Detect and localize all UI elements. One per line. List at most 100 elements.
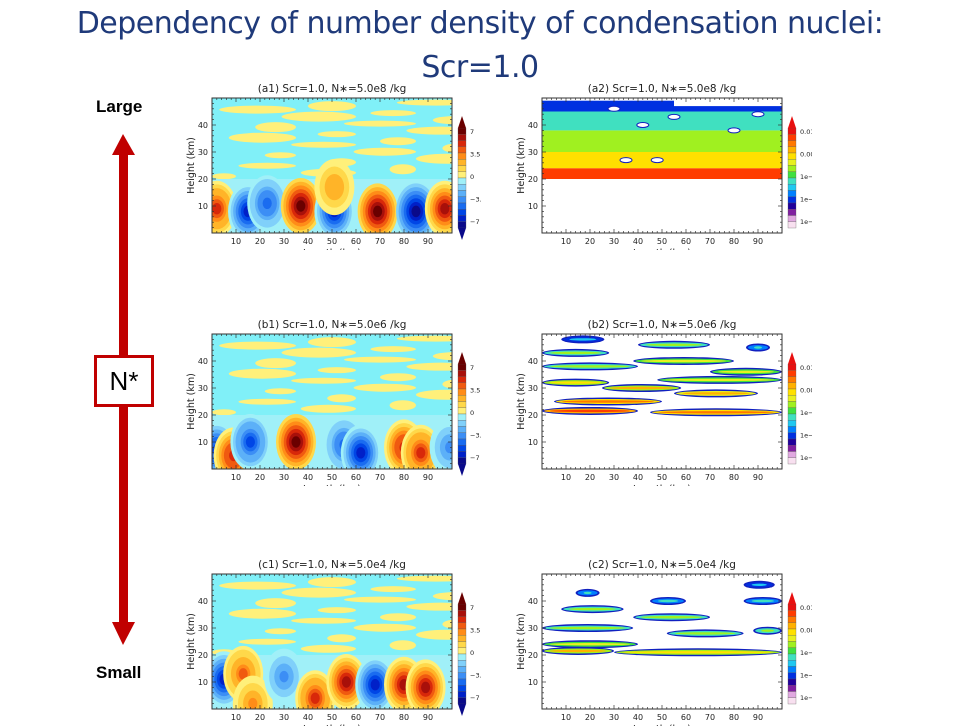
void-patch — [751, 111, 765, 118]
x-axis-label: Length (km) — [633, 248, 691, 250]
x-tick-label: 10 — [561, 713, 571, 722]
cell-contour — [212, 202, 222, 215]
colorbar-segment — [787, 382, 797, 390]
noise-streak — [327, 394, 356, 403]
x-tick-label: 80 — [399, 237, 409, 246]
colorbar-segment — [787, 616, 797, 623]
streak-core — [754, 346, 762, 349]
slide-title-line1: Dependency of number density of condensa… — [76, 6, 884, 41]
x-tick-label: 50 — [327, 473, 337, 482]
void-patch — [650, 157, 664, 164]
colorbar-segment — [787, 159, 797, 166]
plot-area — [542, 334, 782, 469]
colorbar-segment — [787, 171, 797, 179]
colorbar-segment — [457, 691, 467, 698]
plot-area — [212, 574, 452, 709]
colorbar-segment — [457, 616, 467, 623]
y-tick-label: 20 — [528, 411, 538, 420]
x-tick-label: 80 — [399, 713, 409, 722]
axis-label-small: Small — [96, 663, 142, 682]
colorbar-arrow-top — [788, 592, 796, 604]
colorbar-segment — [457, 209, 467, 216]
colorbar-tick-label: 0 — [470, 173, 474, 181]
y-tick-label: 10 — [528, 438, 538, 447]
x-tick-label: 40 — [633, 237, 643, 246]
colorbar-segment — [787, 685, 797, 692]
colorbar-segment — [457, 420, 467, 427]
colorbar-segment — [787, 635, 797, 642]
cell-contour — [310, 692, 320, 704]
colorbar-tick-label: 0.001 — [800, 387, 812, 395]
noise-streak — [344, 596, 416, 603]
streak-core — [569, 338, 597, 341]
colorbar-segment — [457, 382, 467, 390]
chart-panel-a2: (a2) Scr=1.0, N∗=5.0e8 /kg 10 20 30 40 50 60 70… — [512, 80, 812, 250]
colorbar-tick-label: 7 — [470, 128, 474, 136]
colorbar-segment — [457, 653, 467, 661]
y-tick-label: 40 — [198, 121, 208, 130]
noise-streak — [432, 352, 452, 361]
colorbar-segment — [787, 653, 797, 661]
noise-streak — [389, 400, 416, 411]
colorbar-tick-label: 1e−4 — [800, 649, 812, 657]
colorbar-segment — [787, 146, 797, 154]
streak-core — [562, 400, 654, 403]
colorbar-tick-label: 3.5 — [470, 387, 480, 395]
colorbar-segment — [457, 146, 467, 154]
chart-title: (b1) Scr=1.0, N∗=5.0e6 /kg — [258, 319, 407, 331]
colorbar-segment — [457, 152, 467, 160]
y-tick-label: 10 — [198, 202, 208, 211]
colorbar-tick-label: 3.5 — [470, 151, 480, 159]
cell-contour — [279, 670, 289, 683]
colorbar-tick-label: 1e−5 — [800, 196, 812, 204]
cell-contour — [440, 202, 450, 215]
noise-streak — [396, 575, 452, 582]
noise-streak — [291, 617, 356, 624]
colorbar-segment — [787, 672, 797, 680]
density-layer — [542, 168, 782, 179]
colorbar-segment — [787, 127, 797, 135]
colorbar-segment — [787, 420, 797, 427]
noise-streak — [255, 358, 296, 369]
colorbar-tick-label: 0.001 — [800, 627, 812, 635]
y-axis-label: Height (km) — [186, 373, 197, 430]
colorbar-tick-label: 1e−5 — [800, 432, 812, 440]
colorbar-segment — [787, 697, 797, 705]
y-tick-label: 30 — [528, 384, 538, 393]
noise-streak — [416, 389, 452, 400]
x-axis-label: Length (km) — [303, 248, 361, 250]
x-tick-label: 70 — [705, 473, 715, 482]
x-tick-label: 20 — [585, 473, 595, 482]
y-tick-label: 30 — [198, 148, 208, 157]
streak-core — [622, 651, 774, 654]
x-tick-label: 50 — [327, 713, 337, 722]
colorbar-arrow-top — [458, 352, 466, 364]
y-axis-label: Height (km) — [516, 613, 527, 670]
colorbar-segment — [787, 388, 797, 396]
plot-area — [212, 98, 452, 233]
colorbar-arrow-top — [788, 352, 796, 364]
colorbar-segment — [787, 202, 797, 210]
x-tick-label: 40 — [303, 237, 313, 246]
colorbar-segment — [787, 190, 797, 197]
x-tick-label: 30 — [609, 713, 619, 722]
streak-core — [674, 632, 736, 635]
noise-streak — [406, 602, 452, 611]
y-axis-label: Height (km) — [186, 613, 197, 670]
noise-streak — [389, 164, 416, 175]
colorbar-segment — [457, 221, 467, 229]
colorbar-tick-label: 1e−6 — [800, 694, 812, 702]
noise-streak — [300, 644, 356, 653]
streak-core — [641, 616, 702, 619]
x-tick-label: 10 — [561, 237, 571, 246]
x-tick-label: 80 — [399, 473, 409, 482]
x-tick-label: 50 — [657, 713, 667, 722]
colorbar-segment — [787, 628, 797, 636]
density-layer — [542, 100, 782, 112]
colorbar-segment — [787, 603, 797, 611]
y-tick-label: 30 — [198, 384, 208, 393]
cell-contour — [445, 441, 452, 454]
colorbar-tick-label: 0.001 — [800, 151, 812, 159]
x-tick-label: 10 — [561, 473, 571, 482]
